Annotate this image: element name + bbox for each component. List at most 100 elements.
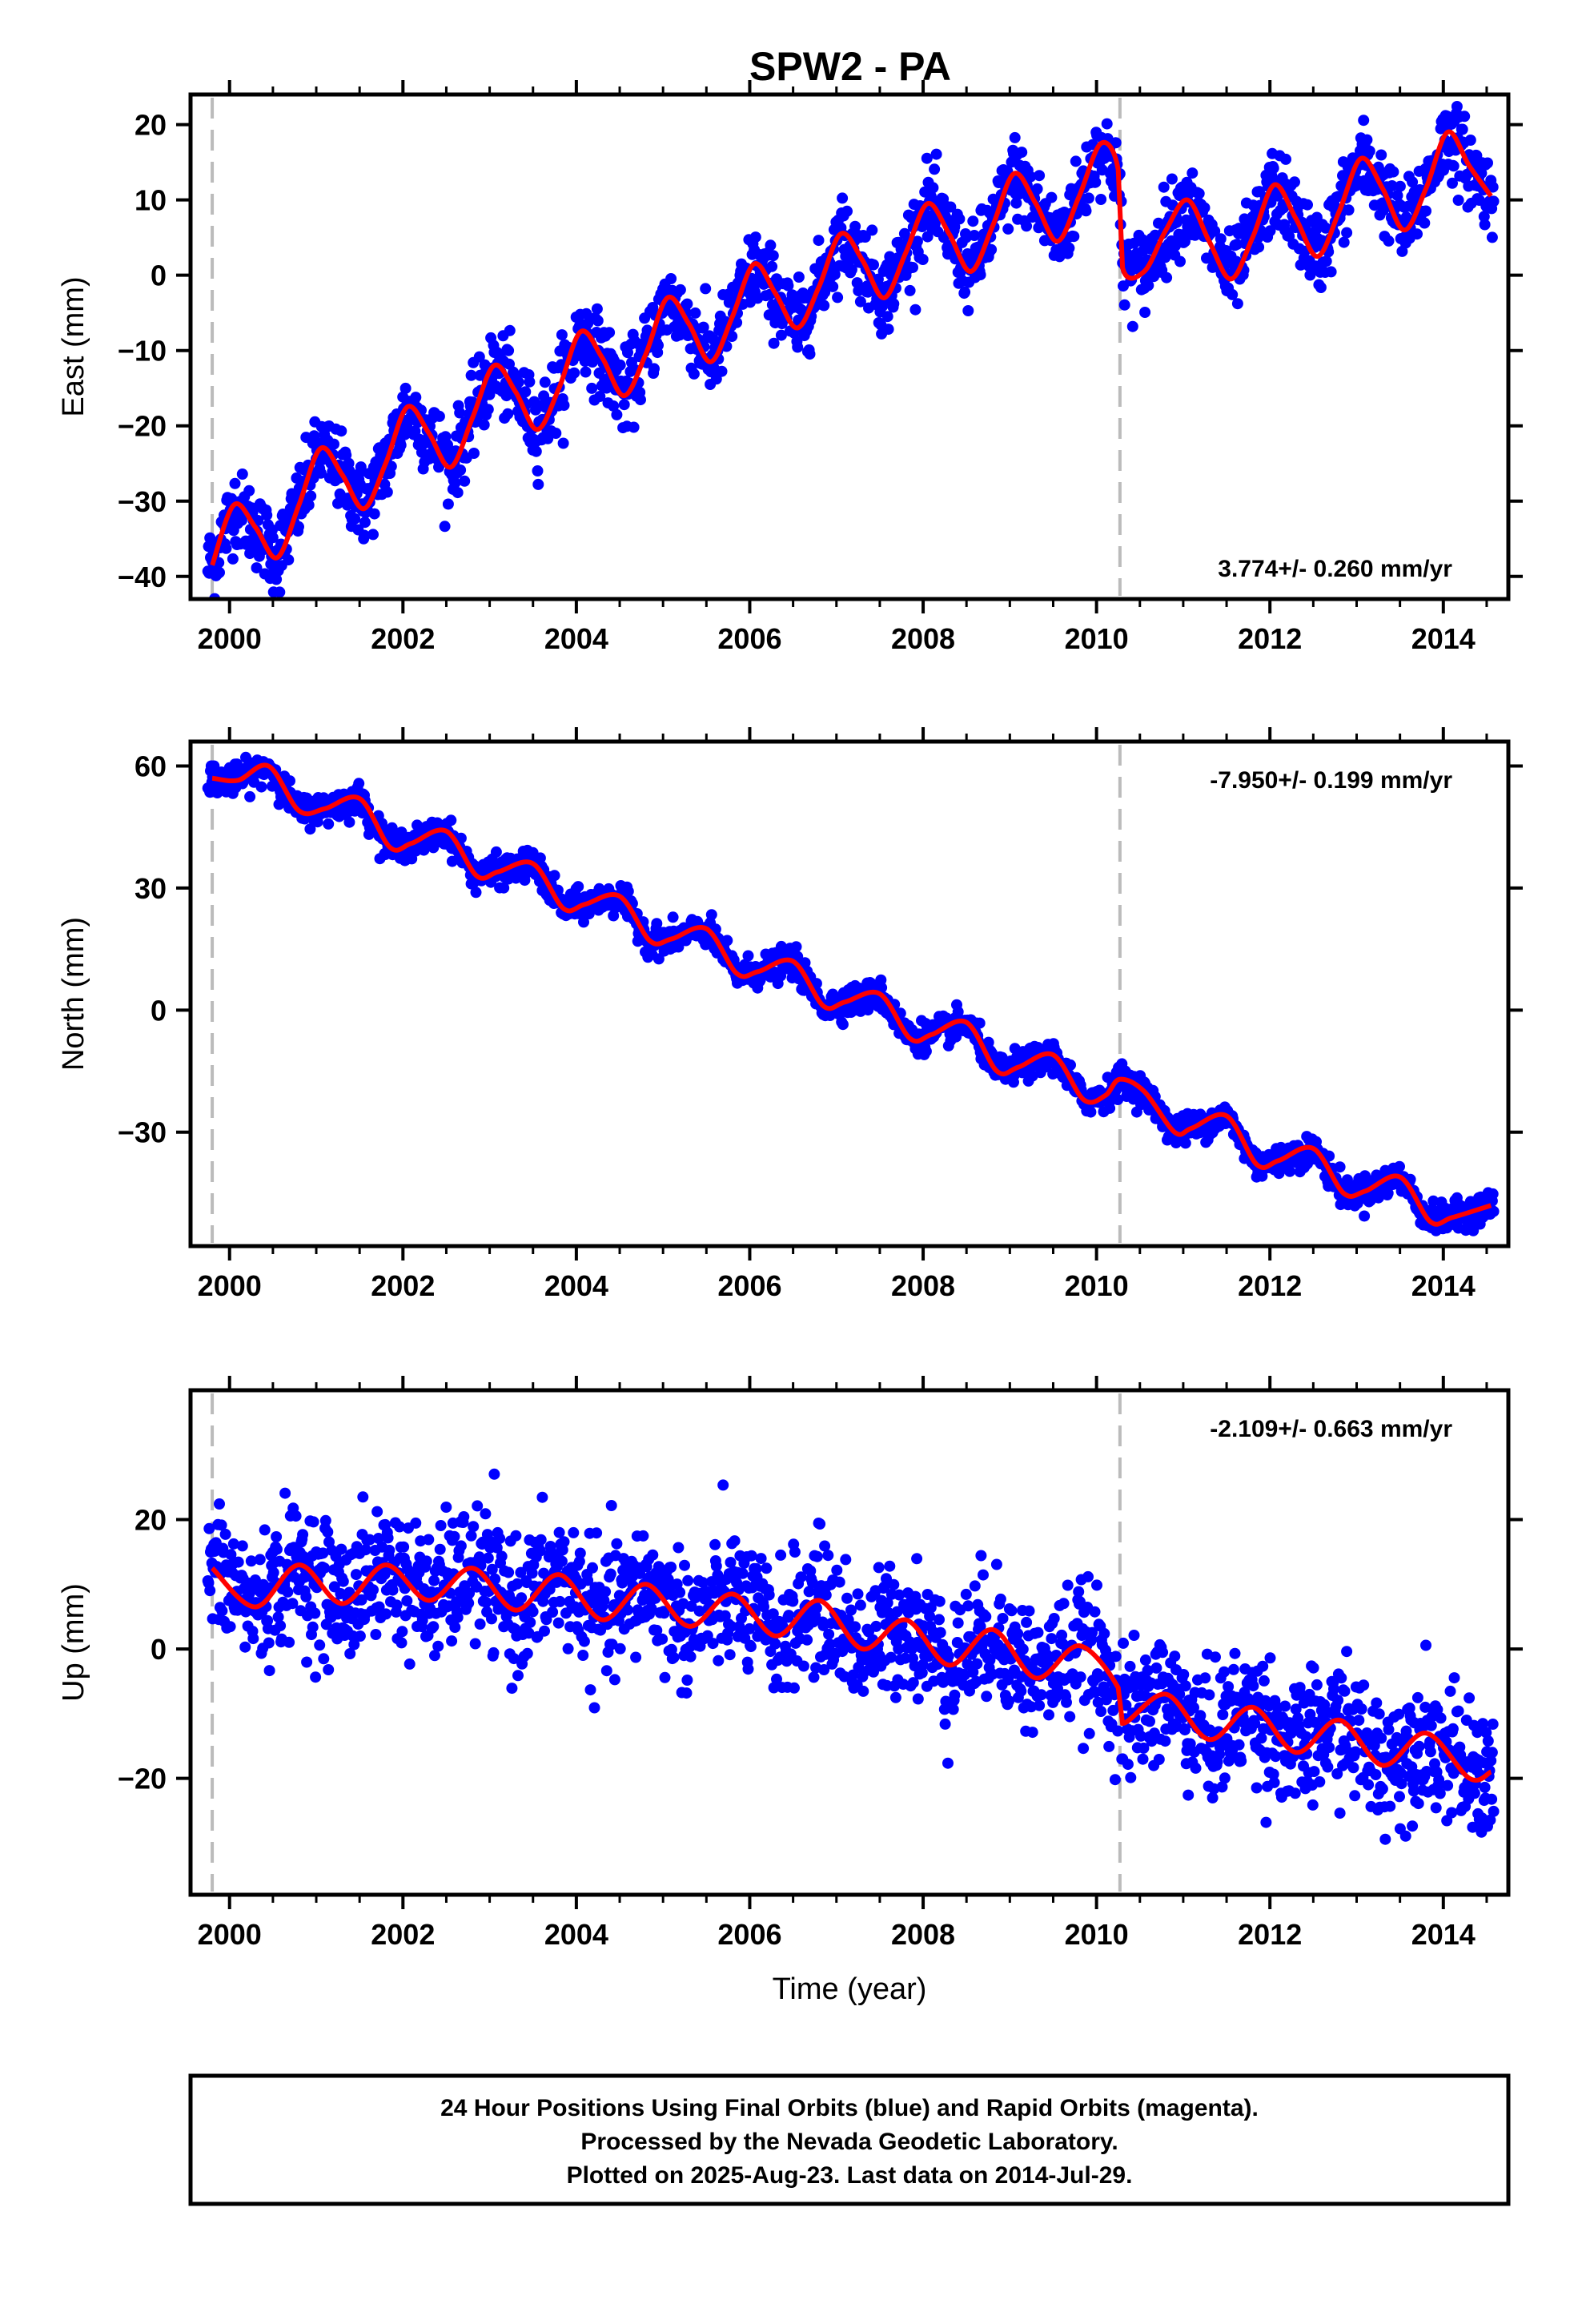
east-points [202,101,1500,599]
north-point [1179,1137,1191,1149]
up-point [394,1521,405,1533]
up-point [396,1637,408,1649]
up-point [693,1605,705,1617]
north-frame [188,739,1511,1248]
north-point [445,814,457,826]
north-points [202,751,1500,1236]
up-point [630,1651,642,1663]
east-point [557,437,569,449]
up-point [350,1569,362,1581]
east-point [482,404,494,416]
up-point [410,1517,422,1529]
up-point [432,1640,444,1652]
up-point [679,1559,690,1571]
east-point [829,268,841,280]
east-point [689,307,701,319]
up-point [465,1530,477,1542]
east-point [442,498,454,510]
east-ylabel: East (mm) [57,276,90,416]
up-point [574,1547,586,1559]
east-point [765,239,777,251]
up-point [587,1562,598,1574]
up-point [611,1538,623,1550]
north-point [490,846,502,858]
up-point [725,1620,737,1632]
up-point [309,1607,321,1619]
up-point [884,1560,896,1572]
up-point [598,1594,610,1606]
east-point [827,280,839,292]
north-point [323,818,335,830]
east-point [293,521,304,533]
east-point [1126,320,1138,332]
north-panel: 2000 2002 2004 2006 2008 2010 2012 2014−3003060… [57,727,1523,1302]
up-point [335,1543,347,1555]
up-point [512,1670,524,1682]
east-point [524,376,536,388]
north-point [920,1045,932,1057]
east-point [909,304,921,316]
east-point [1278,202,1290,214]
east-point [1090,176,1102,188]
up-point [960,1588,972,1600]
east-point [726,331,738,342]
up-point [888,1578,900,1590]
up-point [263,1665,275,1677]
up-point [573,1555,585,1567]
up-point [367,1584,379,1596]
east-panel: 2000 2002 2004 2006 2008 2010 2012 2014−40−30−2… [57,80,1523,655]
up-point [245,1555,257,1567]
east-point [439,521,451,533]
north-point [1488,1205,1500,1217]
north-point [572,881,584,893]
east-point [618,399,630,411]
east-point [556,329,568,341]
up-point [939,1718,951,1730]
east-point [335,425,347,437]
up-point [591,1527,603,1539]
north-point [974,1017,986,1029]
east-point [614,359,626,371]
up-point [852,1588,864,1600]
east-point [355,461,367,473]
east-point [1420,205,1431,217]
east-xtick-label: 2010 [1065,622,1129,655]
east-point [1034,170,1046,182]
up-point [840,1554,852,1566]
up-point [451,1596,462,1608]
up-point [681,1687,693,1699]
up-point [488,1468,500,1480]
up-point [203,1522,215,1534]
east-point [1447,160,1460,172]
north-ytick-label: 0 [151,994,167,1027]
up-point [337,1575,349,1587]
east-ytick-label: −40 [118,561,167,593]
east-point [1320,255,1332,267]
east-point [1101,118,1113,130]
up-point [819,1540,831,1552]
north-point [1426,1204,1438,1216]
up-point [510,1530,522,1542]
east-point [592,315,604,327]
east-point [888,298,900,310]
up-point [503,1566,515,1578]
east-point [804,348,816,360]
north-xtick-label: 2012 [1238,1269,1302,1302]
up-point [806,1577,818,1589]
up-point [401,1595,413,1606]
east-point [1411,228,1423,240]
east-point [1010,197,1022,209]
east-point [1358,115,1370,127]
up-point [962,1600,974,1612]
up-point [489,1573,501,1585]
north-point [255,781,267,793]
north-point [705,909,717,921]
east-point [271,573,283,585]
up-point [370,1629,382,1640]
east-point [768,337,780,349]
east-rate-label: 3.774+/- 0.260 mm/yr [1218,556,1452,582]
east-point [1046,191,1058,203]
east-point [1419,217,1431,229]
up-point [396,1626,408,1638]
up-point [934,1595,946,1607]
